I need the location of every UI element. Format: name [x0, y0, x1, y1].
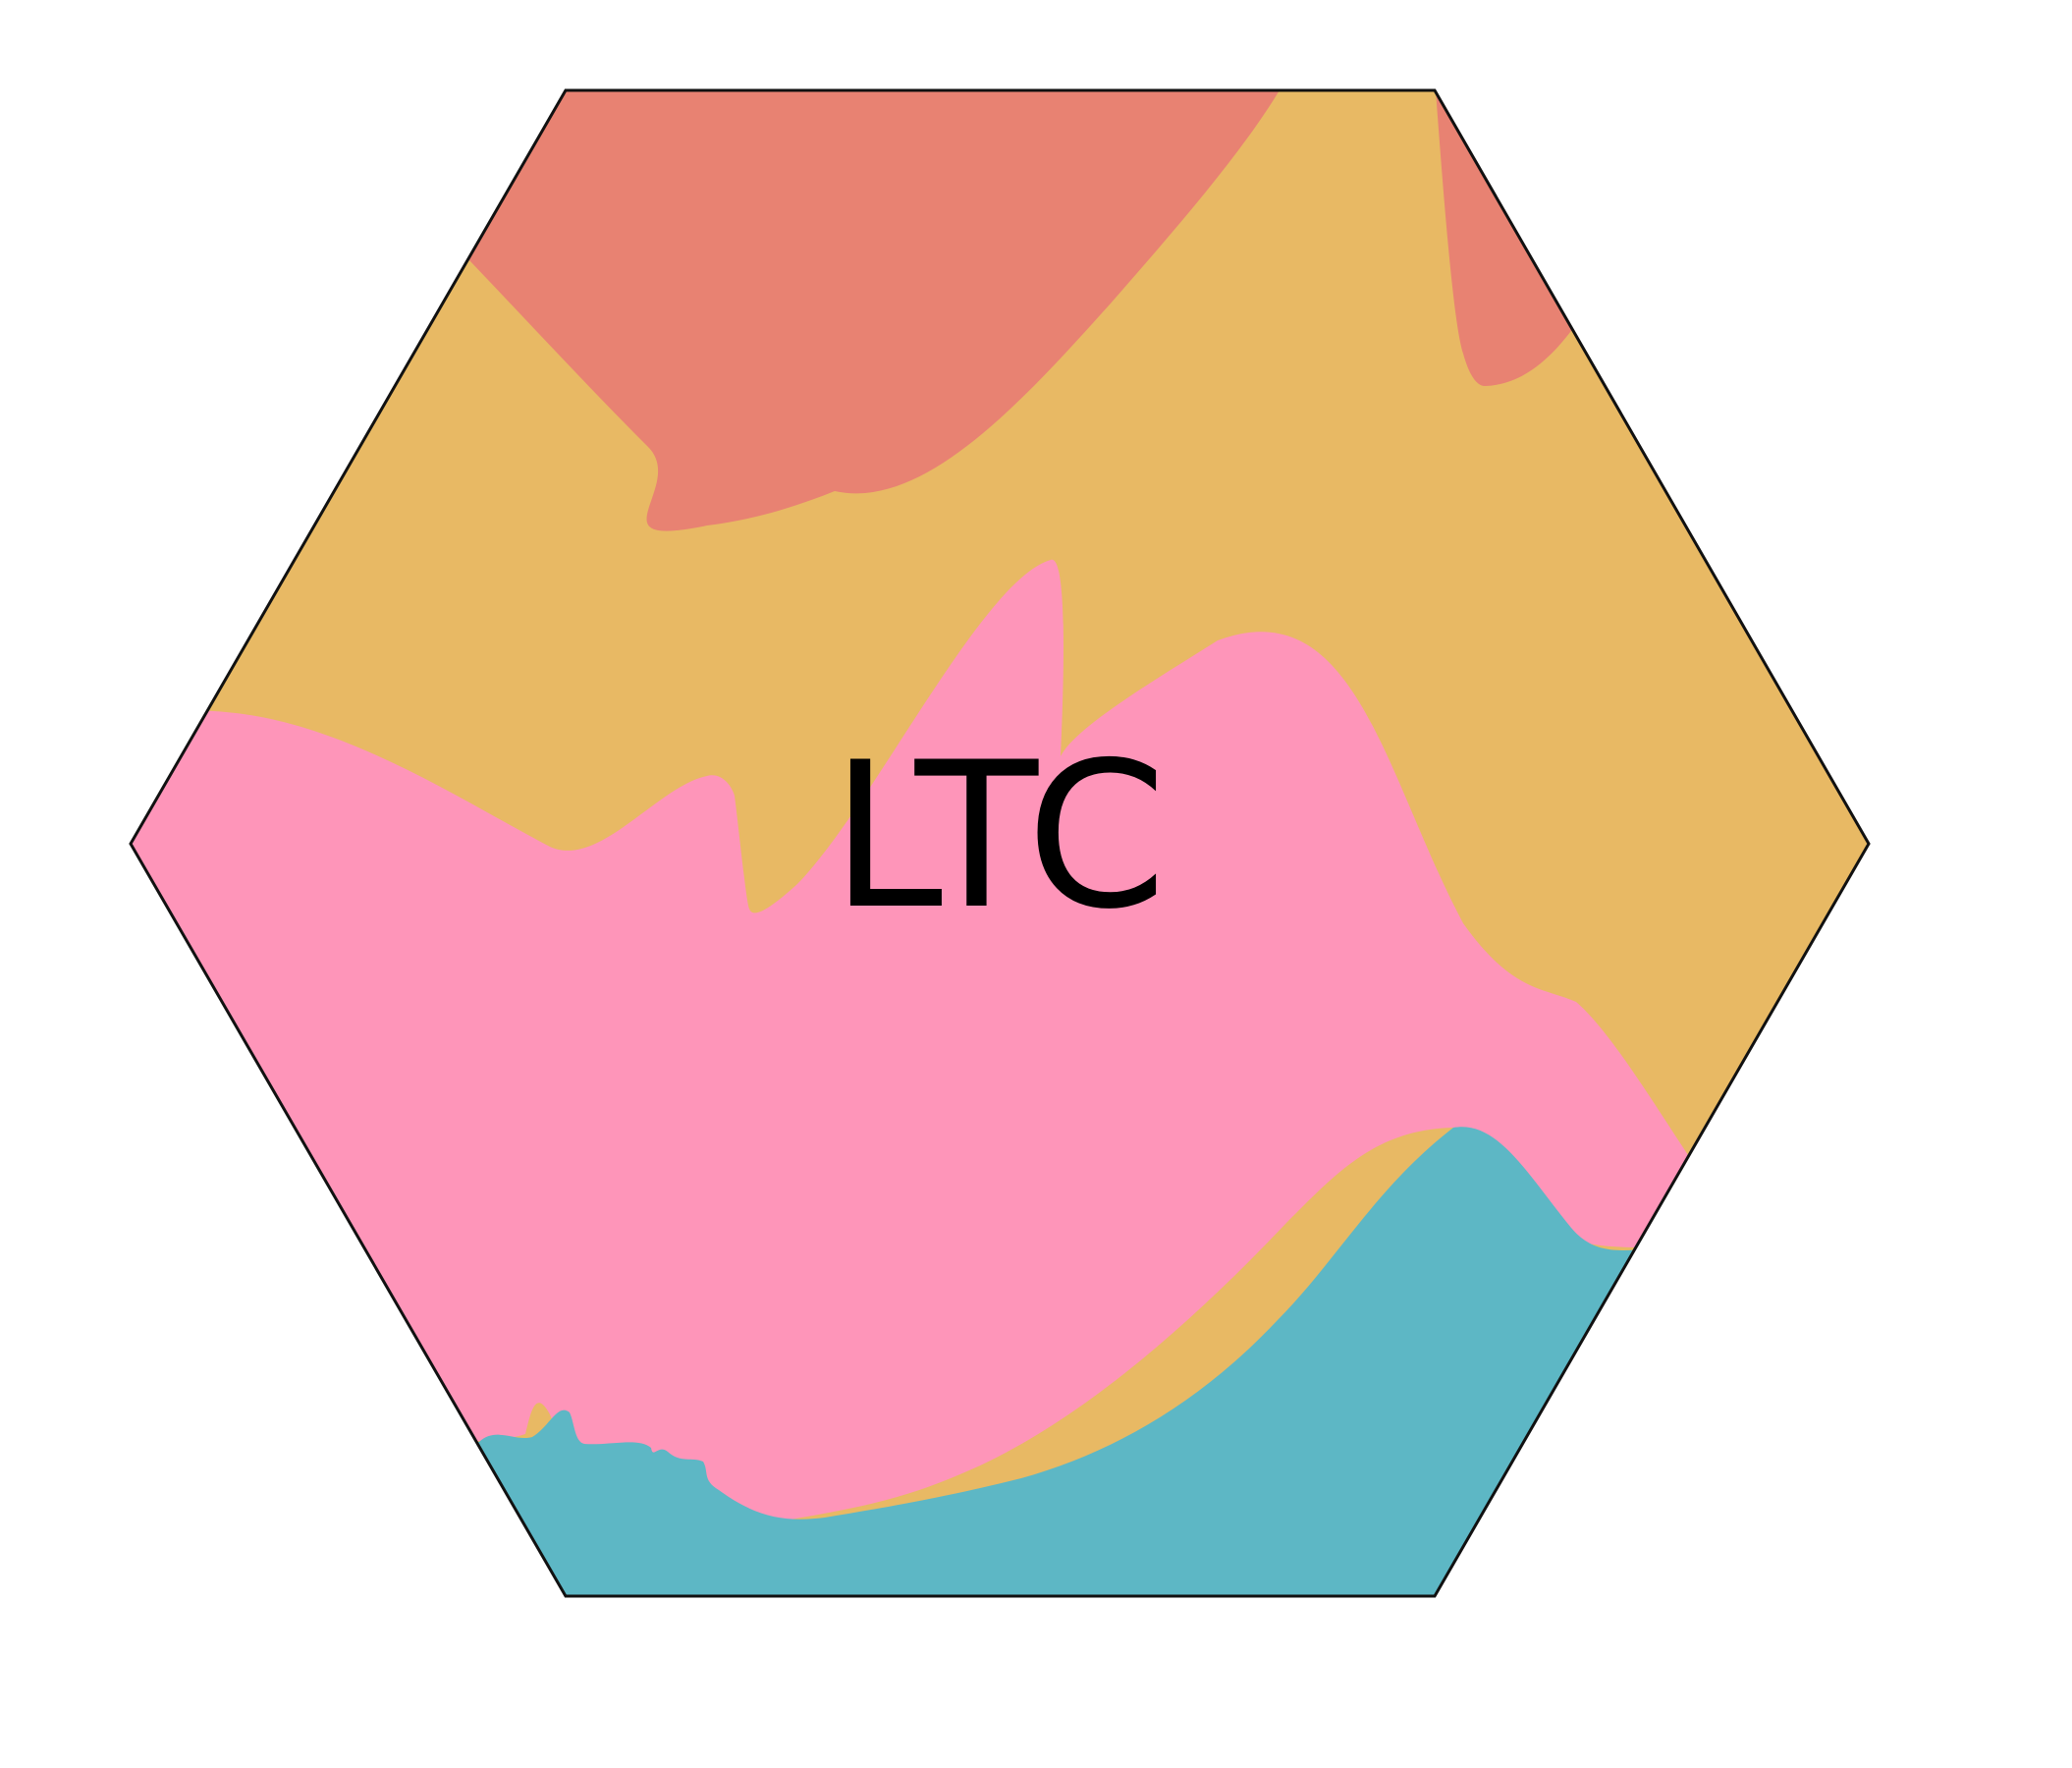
pink-band [131, 559, 1694, 1533]
hexagon-outline [129, 88, 1871, 1598]
teal-band [412, 1127, 1669, 1596]
coral-shape-top [452, 90, 1286, 531]
logo-text: LTC [831, 720, 1167, 954]
